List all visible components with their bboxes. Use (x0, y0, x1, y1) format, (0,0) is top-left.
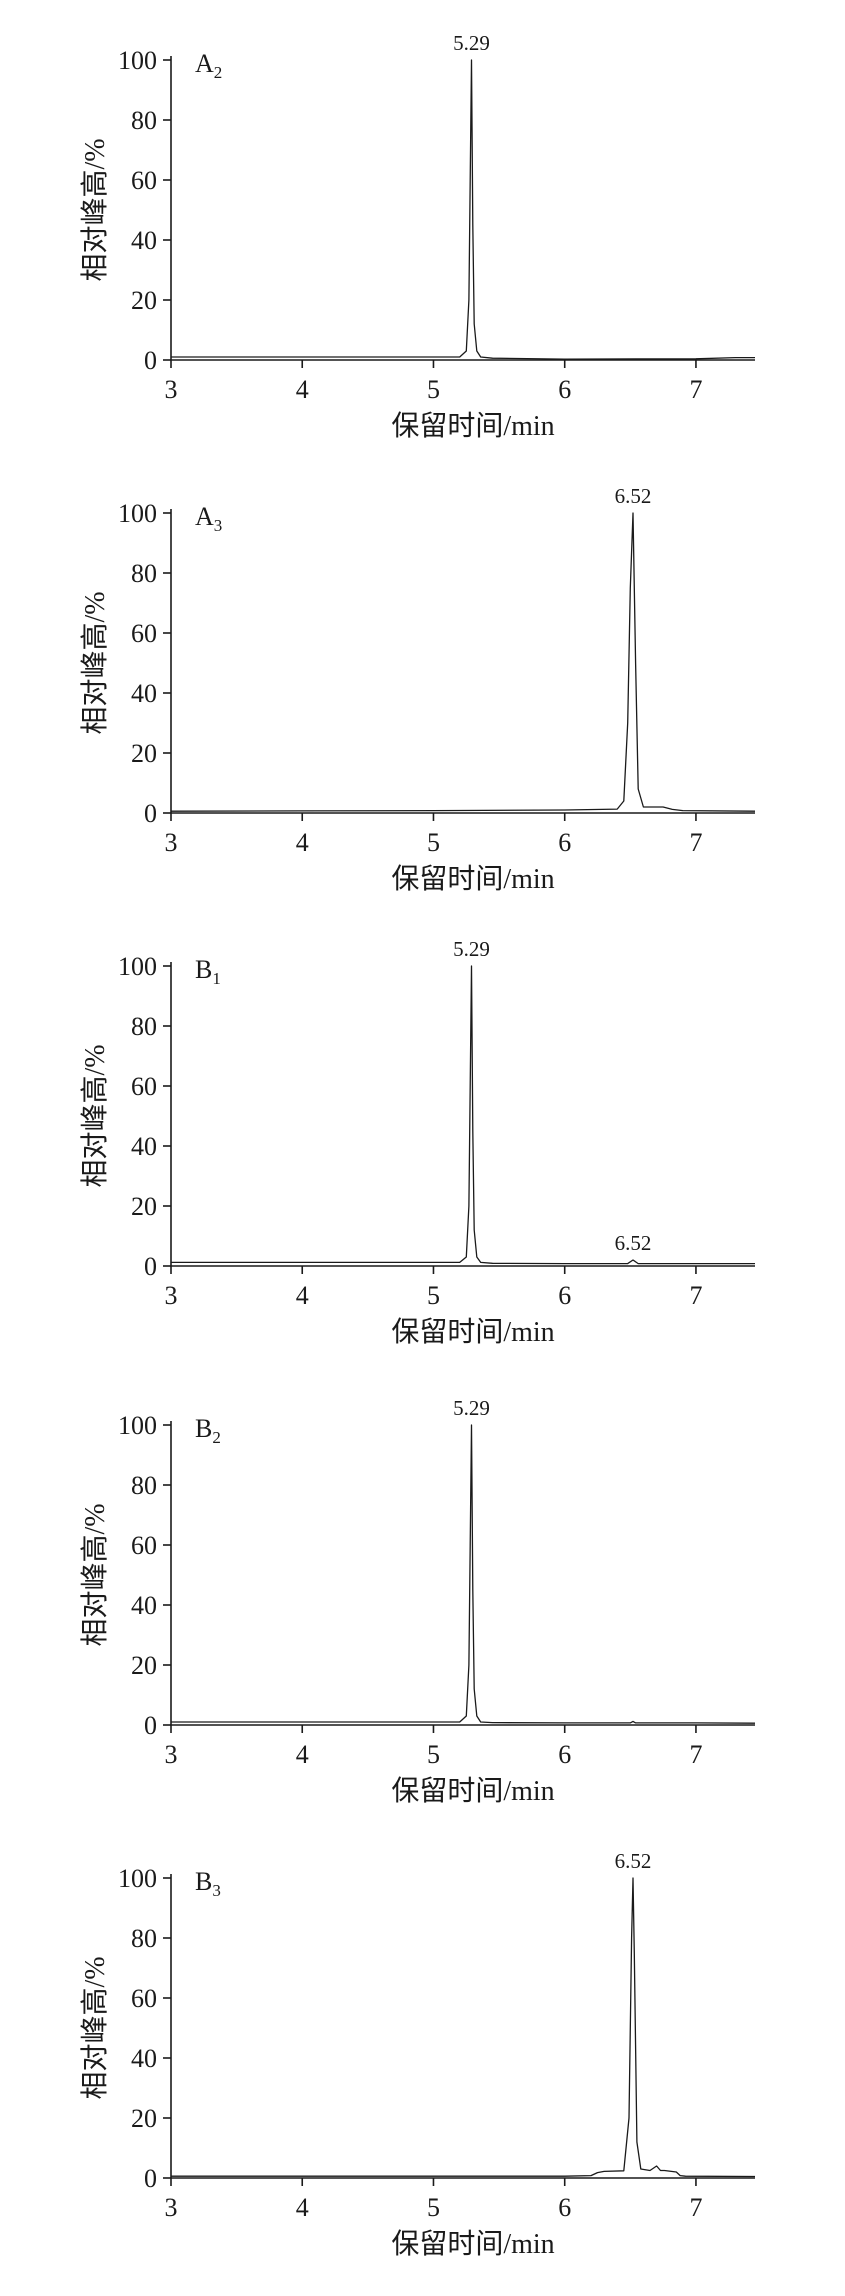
x-tick-label: 3 (165, 1740, 178, 1769)
y-tick-label: 80 (131, 106, 157, 135)
y-axis-title: 相对峰高/% (79, 1503, 111, 1646)
y-tick-label: 20 (131, 1192, 157, 1221)
x-tick-label: 7 (689, 1740, 702, 1769)
panel-label: A2 (195, 49, 222, 82)
panel-label-subscript: 3 (214, 516, 223, 535)
y-tick-label: 20 (131, 739, 157, 768)
y-tick-label: 60 (131, 1984, 157, 2013)
panel-label: A3 (195, 502, 222, 535)
x-tick-label: 6 (558, 2193, 571, 2222)
x-tick-label: 3 (165, 1281, 178, 1310)
panel-label-subscript: 1 (212, 969, 221, 988)
peak-label: 5.29 (453, 31, 490, 55)
y-tick-label: 100 (118, 952, 157, 981)
panel-label-main: B (195, 955, 212, 984)
x-axis-title: 保留时间/min (391, 2228, 554, 2260)
x-tick-label: 7 (689, 2193, 702, 2222)
y-tick-label: 100 (118, 1864, 157, 1893)
x-tick-label: 6 (558, 1281, 571, 1310)
y-tick-label: 80 (131, 1471, 157, 1500)
x-tick-label: 3 (165, 2193, 178, 2222)
x-tick-label: 4 (296, 1740, 309, 1769)
panel-label-subscript: 2 (214, 63, 223, 82)
y-tick-label: 40 (131, 1591, 157, 1620)
y-tick-label: 40 (131, 1132, 157, 1161)
chart-panel-3: 0 20 40 60 80 100 3 4 5 6 7 保留时间/min 相对峰高/% B1 5.29 6.5… (79, 937, 755, 1348)
y-axis-title: 相对峰高/% (79, 1044, 111, 1187)
x-tick-label: 5 (427, 828, 440, 857)
panel-label-main: B (195, 1867, 212, 1896)
panel-label: B1 (195, 955, 221, 988)
chromatogram-trace (171, 1877, 756, 2178)
peak-label: 6.52 (615, 1849, 652, 1873)
y-tick-label: 100 (118, 499, 157, 528)
y-tick-label: 0 (144, 1711, 157, 1740)
y-tick-label: 20 (131, 2104, 157, 2133)
y-tick-label: 80 (131, 1012, 157, 1041)
chart-panel-4: 0 20 40 60 80 100 3 4 5 6 7 保留时间/min 相对峰高/% B2 5.29 (79, 1396, 756, 1807)
y-axis-title: 相对峰高/% (79, 138, 111, 281)
y-tick-label: 0 (144, 346, 157, 375)
x-tick-label: 7 (689, 375, 702, 404)
y-tick-label: 60 (131, 1531, 157, 1560)
y-tick-label: 60 (131, 619, 157, 648)
y-tick-label: 100 (118, 46, 157, 75)
panel-label-main: A (195, 502, 214, 531)
chromatogram-trace (171, 1424, 756, 1724)
x-tick-label: 3 (165, 375, 178, 404)
y-tick-label: 80 (131, 559, 157, 588)
x-tick-label: 4 (296, 2193, 309, 2222)
y-tick-label: 20 (131, 286, 157, 315)
y-tick-label: 0 (144, 2164, 157, 2193)
x-tick-label: 5 (427, 375, 440, 404)
y-tick-label: 20 (131, 1651, 157, 1680)
y-tick-label: 0 (144, 799, 157, 828)
x-axis-title: 保留时间/min (391, 1316, 554, 1348)
y-tick-label: 100 (118, 1411, 157, 1440)
y-tick-label: 40 (131, 226, 157, 255)
x-axis-title: 保留时间/min (391, 410, 554, 442)
x-tick-label: 4 (296, 828, 309, 857)
x-axis-title: 保留时间/min (391, 863, 554, 895)
x-tick-label: 5 (427, 2193, 440, 2222)
peak-label: 6.52 (615, 484, 652, 508)
chromatogram-trace (171, 59, 755, 360)
y-tick-label: 40 (131, 2044, 157, 2073)
x-tick-label: 5 (427, 1740, 440, 1769)
y-tick-label: 40 (131, 679, 157, 708)
x-tick-label: 6 (558, 375, 571, 404)
y-tick-label: 0 (144, 1252, 157, 1281)
peak-label: 6.52 (615, 1231, 652, 1255)
panel-label-main: A (195, 49, 214, 78)
y-tick-label: 60 (131, 1072, 157, 1101)
x-axis-title: 保留时间/min (391, 1775, 554, 1807)
y-tick-label: 80 (131, 1924, 157, 1953)
peak-label: 5.29 (453, 937, 490, 961)
y-axis-title: 相对峰高/% (79, 1956, 111, 2099)
x-tick-label: 6 (558, 1740, 571, 1769)
panel-label: B2 (195, 1414, 221, 1447)
panel-label-main: B (195, 1414, 212, 1443)
chart-panel-1: 0 20 40 60 80 100 3 4 5 6 7 保留时间/min 相对峰高/% A2 5.29 (79, 31, 755, 442)
x-tick-label: 7 (689, 1281, 702, 1310)
y-axis-title: 相对峰高/% (79, 591, 111, 734)
y-tick-label: 60 (131, 166, 157, 195)
x-tick-label: 4 (296, 1281, 309, 1310)
panel-label-subscript: 3 (212, 1881, 221, 1900)
x-tick-label: 7 (689, 828, 702, 857)
panel-label-subscript: 2 (212, 1428, 221, 1447)
x-tick-label: 4 (296, 375, 309, 404)
peak-label: 5.29 (453, 1396, 490, 1420)
x-tick-label: 5 (427, 1281, 440, 1310)
chromatogram-trace (170, 512, 756, 812)
x-tick-label: 3 (165, 828, 178, 857)
x-tick-label: 6 (558, 828, 571, 857)
panel-label: B3 (195, 1867, 221, 1900)
chromatogram-trace (171, 965, 755, 1265)
